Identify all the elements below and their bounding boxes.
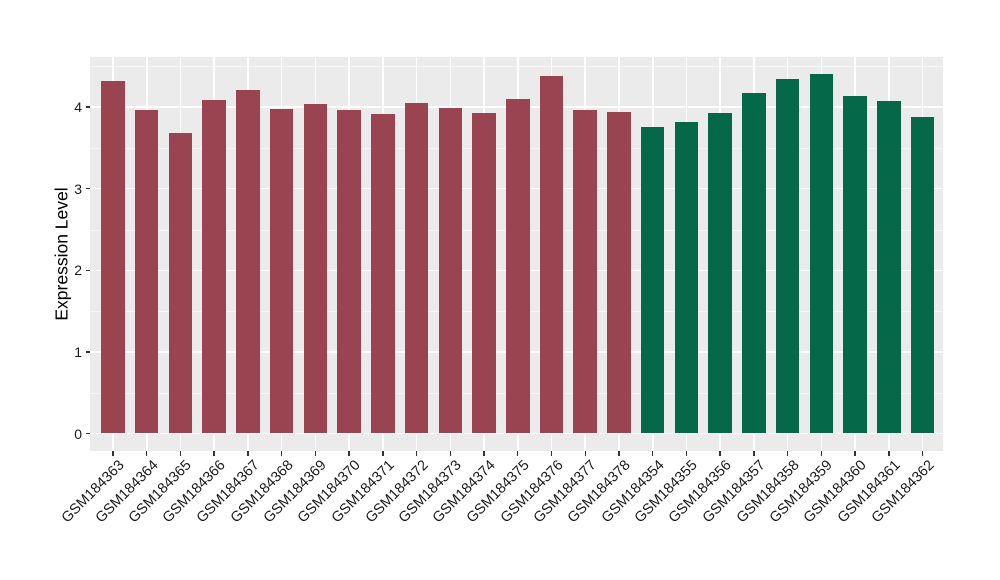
bar-GSM184356 [708, 112, 732, 434]
x-tick-mark [213, 451, 215, 456]
bar-GSM184367 [236, 89, 260, 434]
x-tick-mark [146, 451, 148, 456]
x-tick-mark [314, 451, 317, 456]
bar-GSM184354 [640, 126, 665, 434]
y-tick-label: 4 [74, 99, 82, 116]
bar-GSM184366 [202, 99, 226, 434]
x-tick-mark [348, 451, 350, 456]
x-tick-mark [449, 451, 451, 456]
bar-GSM184361 [877, 100, 901, 434]
x-tick-mark [517, 451, 519, 456]
bar-GSM184358 [775, 78, 800, 434]
bar-GSM184355 [674, 121, 699, 434]
bar-GSM184376 [539, 76, 564, 434]
y-tick-mark [85, 432, 90, 435]
y-tick-label: 3 [74, 180, 82, 197]
bar-GSM184363 [101, 80, 125, 434]
bar-GSM184373 [438, 107, 463, 434]
y-tick-label: 0 [74, 425, 82, 442]
bar-GSM184364 [134, 109, 159, 434]
x-tick-mark [888, 451, 890, 456]
x-tick-mark [483, 451, 485, 456]
bar-GSM184360 [843, 95, 867, 434]
plot-panel [90, 57, 943, 451]
x-tick-mark [112, 451, 114, 456]
bar-GSM184372 [404, 103, 429, 434]
bar-GSM184370 [337, 110, 361, 434]
x-tick-mark [719, 451, 721, 456]
x-tick-mark [382, 451, 384, 456]
x-tick-mark [247, 451, 249, 456]
x-tick-mark [280, 451, 283, 456]
y-tick-mark [85, 269, 90, 271]
x-tick-mark [820, 451, 823, 456]
x-tick-mark [550, 451, 553, 456]
x-tick-mark [652, 451, 654, 456]
x-tick-mark [179, 451, 182, 456]
bar-GSM184378 [607, 111, 631, 434]
x-tick-mark [921, 451, 924, 456]
bar-GSM184359 [809, 74, 834, 434]
y-tick-mark [85, 351, 90, 353]
bar-GSM184369 [303, 103, 328, 434]
x-tick-mark [618, 451, 620, 456]
y-tick-label: 2 [74, 262, 82, 279]
x-tick-mark [786, 451, 789, 456]
y-axis-title: Expression Level [51, 187, 72, 321]
x-tick-mark [685, 451, 688, 456]
gridline-horizontal-minor [90, 66, 943, 68]
y-tick-mark [85, 106, 90, 108]
bar-GSM184371 [371, 113, 395, 434]
bar-GSM184377 [573, 109, 597, 434]
x-tick-mark [753, 451, 755, 456]
bar-GSM184357 [742, 93, 766, 434]
gridline-horizontal-major [90, 432, 943, 435]
y-tick-label: 1 [74, 343, 82, 360]
y-tick-mark [85, 188, 90, 190]
bar-GSM184375 [506, 98, 530, 434]
bar-GSM184362 [910, 116, 935, 434]
bar-GSM184374 [472, 112, 496, 434]
x-tick-mark [584, 451, 586, 456]
x-tick-mark [415, 451, 418, 456]
x-tick-mark [854, 451, 856, 456]
bar-GSM184368 [269, 108, 294, 434]
bar-GSM184365 [168, 133, 193, 434]
